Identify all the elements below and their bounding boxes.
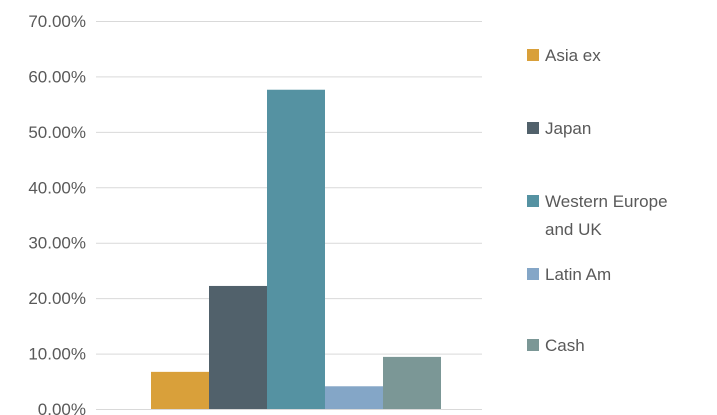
- y-tick-label: 40.00%: [28, 178, 86, 197]
- y-axis-tick-labels: 0.00% 10.00% 20.00% 30.00% 40.00% 50.00% 60.00…: [28, 12, 86, 415]
- legend-label: Latin Am: [545, 265, 611, 284]
- bar-latin-am: [325, 386, 383, 409]
- legend-label: Western Europe: [545, 192, 668, 211]
- y-tick-label: 10.00%: [28, 345, 86, 364]
- bar-asia-ex: [151, 371, 209, 409]
- y-tick-label: 30.00%: [28, 234, 86, 253]
- legend-label: Asia ex: [545, 46, 601, 65]
- legend-swatch: [527, 49, 539, 61]
- y-tick-label: 70.00%: [28, 12, 86, 31]
- legend-label: Japan: [545, 119, 591, 138]
- y-tick-label: 60.00%: [28, 67, 86, 86]
- legend-swatch: [527, 122, 539, 134]
- legend-swatch: [527, 268, 539, 280]
- bar-cash: [383, 356, 441, 409]
- bar-western-europe-and-uk: [267, 89, 325, 409]
- legend-swatch: [527, 195, 539, 207]
- y-tick-label: 50.00%: [28, 123, 86, 142]
- bar-japan: [209, 285, 267, 409]
- legend-label: Cash: [545, 336, 585, 355]
- legend: Asia ex Japan Western Europe and UK Latin Am…: [527, 46, 668, 355]
- bars: [151, 89, 441, 409]
- legend-label: and UK: [545, 220, 602, 239]
- y-tick-label: 0.00%: [38, 400, 86, 415]
- y-tick-label: 20.00%: [28, 289, 86, 308]
- legend-swatch: [527, 339, 539, 351]
